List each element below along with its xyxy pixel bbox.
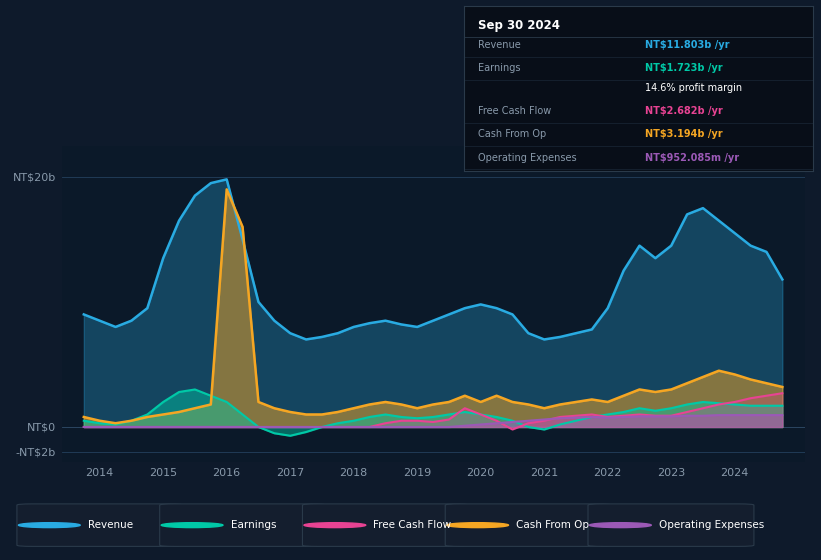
Text: NT$1.723b /yr: NT$1.723b /yr xyxy=(645,63,723,73)
Circle shape xyxy=(18,522,80,528)
Text: NT$3.194b /yr: NT$3.194b /yr xyxy=(645,129,723,139)
FancyBboxPatch shape xyxy=(588,504,754,547)
Circle shape xyxy=(447,522,508,528)
FancyBboxPatch shape xyxy=(445,504,611,547)
Text: NT$952.085m /yr: NT$952.085m /yr xyxy=(645,152,740,162)
Text: 14.6% profit margin: 14.6% profit margin xyxy=(645,83,742,93)
Text: Free Cash Flow: Free Cash Flow xyxy=(478,106,551,116)
Text: Operating Expenses: Operating Expenses xyxy=(659,520,764,530)
FancyBboxPatch shape xyxy=(302,504,468,547)
Circle shape xyxy=(589,522,651,528)
Text: Earnings: Earnings xyxy=(231,520,276,530)
Text: Operating Expenses: Operating Expenses xyxy=(478,152,576,162)
Circle shape xyxy=(304,522,365,528)
Text: Cash From Op: Cash From Op xyxy=(478,129,546,139)
Text: Free Cash Flow: Free Cash Flow xyxy=(374,520,452,530)
Text: Revenue: Revenue xyxy=(88,520,133,530)
Text: Earnings: Earnings xyxy=(478,63,521,73)
Circle shape xyxy=(161,522,223,528)
Text: Cash From Op: Cash From Op xyxy=(516,520,589,530)
Text: NT$2.682b /yr: NT$2.682b /yr xyxy=(645,106,723,116)
FancyBboxPatch shape xyxy=(17,504,183,547)
Text: Sep 30 2024: Sep 30 2024 xyxy=(478,19,560,32)
Text: NT$11.803b /yr: NT$11.803b /yr xyxy=(645,40,730,50)
Text: Revenue: Revenue xyxy=(478,40,521,50)
FancyBboxPatch shape xyxy=(160,504,326,547)
